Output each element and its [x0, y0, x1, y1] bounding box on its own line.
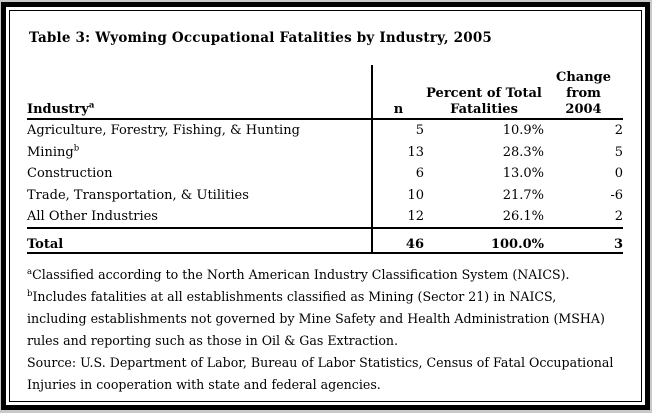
- cell-percent: 28.3%: [502, 144, 544, 160]
- table-title-text: Table 3: Wyoming Occupational Fatalities…: [29, 30, 493, 46]
- header-change: Change from 2004: [544, 65, 623, 120]
- cell-percent: 21.7%: [502, 187, 544, 203]
- footnote-b-line3: rules and reporting such as those in Oil…: [27, 330, 633, 352]
- table-content-area: Table 3: Wyoming Occupational Fatalities…: [10, 11, 641, 401]
- footnote-b-text-line1: Includes fatalities at all establishment…: [32, 288, 557, 304]
- cell-n: 10: [371, 184, 424, 206]
- header-industry-label: Industry: [27, 102, 89, 117]
- table-row: Trade, Transportation, & Utilities 10 21…: [27, 184, 623, 206]
- header-change-line3: 2004: [565, 102, 602, 117]
- industry-label: Agriculture, Forestry, Fishing, & Huntin…: [27, 123, 300, 138]
- source-text-line1: Source: U.S. Department of Labor, Bureau…: [27, 354, 614, 370]
- total-label: Total: [27, 226, 372, 254]
- table-title: Table 3: Wyoming Occupational Fatalities…: [27, 30, 633, 46]
- table-row: Agriculture, Forestry, Fishing, & Huntin…: [27, 119, 623, 141]
- cell-industry: Construction: [27, 163, 372, 185]
- industry-label: Construction: [27, 166, 113, 181]
- fatalities-table: Industrya n Percent of Total Fatalities …: [27, 65, 623, 254]
- cell-change: -6: [610, 187, 623, 203]
- cell-n: 5: [371, 119, 424, 141]
- table-row: Miningb 13 28.3% 5: [27, 141, 623, 163]
- table-row: All Other Industries 12 26.1% 2: [27, 205, 623, 228]
- cell-industry: Agriculture, Forestry, Fishing, & Huntin…: [27, 119, 372, 141]
- cell-change: 0: [614, 166, 623, 181]
- footnote-b-text-line2: including establishments not governed by…: [27, 310, 605, 326]
- footnotes: aClassified according to the North Ameri…: [27, 264, 633, 396]
- header-n: n: [371, 65, 424, 120]
- cell-industry: Trade, Transportation, & Utilities: [27, 184, 372, 206]
- header-industry-footnote-marker: a: [88, 100, 95, 111]
- footnote-b-marker: b: [27, 288, 33, 299]
- header-n-label: n: [393, 102, 404, 117]
- source-text-line2: Injuries in cooperation with state and f…: [27, 376, 381, 392]
- header-change-line2: from: [566, 86, 601, 101]
- cell-n: 13: [371, 141, 424, 163]
- cell-industry: Miningb: [27, 141, 372, 163]
- footnote-b-line1: bIncludes fatalities at all establishmen…: [27, 286, 633, 308]
- table-header-row: Industrya n Percent of Total Fatalities …: [27, 65, 623, 120]
- source-note-line1: Source: U.S. Department of Labor, Bureau…: [27, 352, 633, 374]
- footnote-a-text: Classified according to the North Americ…: [32, 266, 570, 282]
- cell-percent: 26.1%: [502, 208, 544, 224]
- header-percent: Percent of Total Fatalities: [424, 65, 544, 120]
- industry-footnote-marker: b: [73, 143, 80, 154]
- footnote-a: aClassified according to the North Ameri…: [27, 264, 633, 286]
- header-change-line1: Change: [555, 70, 612, 85]
- table-row: Construction 6 13.0% 0: [27, 162, 623, 185]
- cell-n: 6: [371, 162, 424, 184]
- header-percent-line1: Percent of Total: [426, 86, 542, 101]
- total-n: 46: [371, 226, 424, 254]
- footnote-a-marker: a: [27, 266, 33, 277]
- cell-change: 5: [614, 144, 623, 160]
- cell-change: 2: [614, 123, 623, 138]
- cell-n: 12: [371, 205, 424, 228]
- header-percent-line2: Fatalities: [450, 102, 518, 117]
- industry-label: All Other Industries: [27, 208, 158, 224]
- cell-change: 2: [614, 208, 623, 224]
- header-industry: Industrya: [27, 65, 372, 120]
- total-percent: 100.0%: [424, 226, 544, 254]
- table-total-row: Total 46 100.0% 3: [27, 226, 623, 254]
- footnote-b-text-line3: rules and reporting such as those in Oil…: [27, 332, 399, 348]
- cell-percent: 10.9%: [502, 123, 544, 138]
- cell-percent: 13.0%: [502, 166, 544, 181]
- total-change: 3: [544, 226, 623, 254]
- industry-label: Trade, Transportation, & Utilities: [27, 187, 249, 203]
- cell-industry: All Other Industries: [27, 206, 372, 228]
- source-note-line2: Injuries in cooperation with state and f…: [27, 374, 633, 396]
- table-inner-frame: Table 3: Wyoming Occupational Fatalities…: [9, 10, 642, 402]
- industry-label: Mining: [27, 144, 74, 160]
- footnote-b-line2: including establishments not governed by…: [27, 308, 633, 330]
